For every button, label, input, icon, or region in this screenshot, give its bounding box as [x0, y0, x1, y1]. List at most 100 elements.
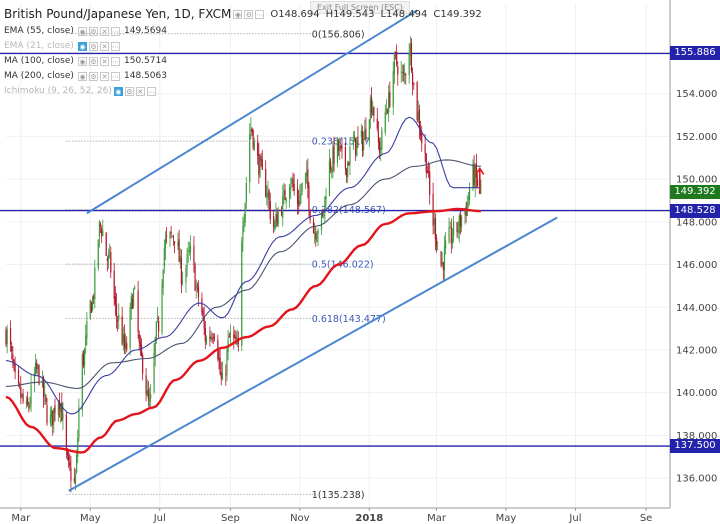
candle-body [131, 298, 134, 309]
candle-body [393, 53, 395, 74]
candle-body [154, 337, 156, 356]
candle-body [253, 141, 255, 150]
candle-body [210, 335, 212, 341]
level-price-tag: 148.528 [670, 203, 720, 218]
candle-body [276, 214, 278, 227]
candle-body [85, 335, 87, 346]
settings-icon[interactable]: ⚙ [124, 87, 134, 96]
candle-body [189, 245, 192, 253]
candle-body [187, 250, 189, 252]
more-icon[interactable]: ⋯ [111, 72, 120, 81]
candle-body [301, 182, 303, 192]
level-price-tag: 137.500 [670, 439, 720, 454]
candle-body [268, 190, 270, 200]
candle-body [165, 235, 168, 237]
candle-body [348, 162, 350, 166]
x-tick-label: Nov [290, 513, 310, 524]
candle-body [258, 153, 260, 175]
more-icon[interactable]: ⋯ [146, 87, 156, 96]
candle-body [451, 237, 454, 243]
candle-body [376, 118, 378, 129]
remove-icon[interactable]: ✕ [135, 87, 145, 96]
candle-body [465, 206, 467, 216]
candle-body [426, 171, 429, 174]
eye-icon[interactable]: ◉ [78, 27, 87, 36]
more-icon[interactable]: ⋯ [111, 42, 120, 51]
y-tick-label: 140.000 [676, 388, 717, 399]
indicator-row[interactable]: EMA (21, close) ◉ ⚙ ✕ ⋯ [4, 39, 482, 54]
candle-body [450, 227, 452, 244]
exit-fullscreen-button[interactable]: Exit Full Screen (ESC) [310, 1, 410, 14]
last-price-tag: 149.392 [670, 185, 720, 200]
settings-icon[interactable]: ⚙ [89, 42, 98, 51]
candle-body [372, 108, 374, 115]
candle-body [209, 336, 211, 340]
candle-body [401, 72, 403, 74]
candle-body [36, 363, 38, 370]
candle-body [277, 212, 279, 225]
candle-body [429, 171, 431, 195]
candle-body [344, 147, 347, 169]
indicator-row[interactable]: MA (100, close) ◉ ⚙ ✕ ⋯ 150.5714 [4, 54, 482, 69]
candle-body [245, 182, 247, 203]
legend-title-row: British Pound/Japanese Yen, 1D, FXCM ◉ ⚙… [4, 4, 482, 24]
indicator-row[interactable]: MA (200, close) ◉ ⚙ ✕ ⋯ 148.5063 [4, 69, 482, 84]
indicator-row[interactable]: EMA (55, close) ◉ ⚙ ✕ ⋯ 149.5694 [4, 24, 482, 39]
eye-icon[interactable]: ◉ [78, 72, 87, 81]
candle-body [50, 410, 53, 417]
eye-icon[interactable]: ◉ [78, 42, 87, 51]
candle-body [11, 346, 13, 352]
remove-icon[interactable]: ✕ [100, 27, 109, 36]
candle-body [76, 454, 78, 473]
settings-icon[interactable]: ⚙ [244, 9, 254, 19]
candle-body [38, 365, 40, 385]
candle-body [365, 128, 367, 140]
x-tick-label: 2018 [355, 513, 383, 524]
ohlc-open: O148.694 [270, 8, 320, 20]
candle-body [378, 141, 381, 153]
candle-body [377, 131, 380, 143]
candle-body [234, 336, 236, 338]
eye-icon[interactable]: ◉ [78, 57, 87, 66]
remove-icon[interactable]: ✕ [100, 72, 109, 81]
candle-body [178, 239, 180, 262]
fib-level-label: 0.236(151.7 [312, 137, 370, 148]
eye-icon[interactable]: ◉ [233, 9, 243, 19]
indicator-row[interactable]: Ichimoku (9, 26, 52, 26) ◉ ⚙ ✕ ⋯ [4, 84, 482, 99]
remove-icon[interactable]: ✕ [100, 57, 109, 66]
settings-icon[interactable]: ⚙ [89, 72, 98, 81]
settings-icon[interactable]: ⚙ [89, 57, 98, 66]
settings-icon[interactable]: ⚙ [89, 27, 98, 36]
candle-body [220, 372, 222, 379]
candle-body [145, 375, 147, 394]
x-tick-label: Sep [221, 513, 240, 524]
candle-body [142, 355, 144, 374]
more-icon[interactable]: ⋯ [255, 9, 265, 19]
candle-body [386, 111, 389, 114]
candle-body [380, 146, 382, 150]
y-tick-label: 150.000 [676, 175, 717, 186]
candle-body [101, 228, 103, 236]
candle-body [236, 340, 238, 344]
candle-body [97, 239, 99, 269]
candle-body [150, 394, 152, 399]
candle-body [164, 238, 167, 249]
candle-body [467, 197, 470, 200]
candle-body [121, 316, 123, 345]
eye-icon[interactable]: ◉ [113, 87, 123, 96]
candle-body [345, 168, 348, 177]
channel-trend-line [68, 216, 558, 492]
candle-body [27, 397, 29, 405]
more-icon[interactable]: ⋯ [111, 57, 120, 66]
candle-body [9, 328, 12, 345]
candle-body [312, 221, 315, 234]
x-tick-label: May [80, 513, 101, 524]
candle-body [443, 246, 446, 270]
candle-body [82, 353, 85, 366]
remove-icon[interactable]: ✕ [100, 42, 109, 51]
more-icon[interactable]: ⋯ [111, 27, 120, 36]
candle-body [472, 163, 474, 189]
candle-body [65, 414, 67, 451]
fib-level-label: 0.618(143.477) [312, 314, 386, 325]
